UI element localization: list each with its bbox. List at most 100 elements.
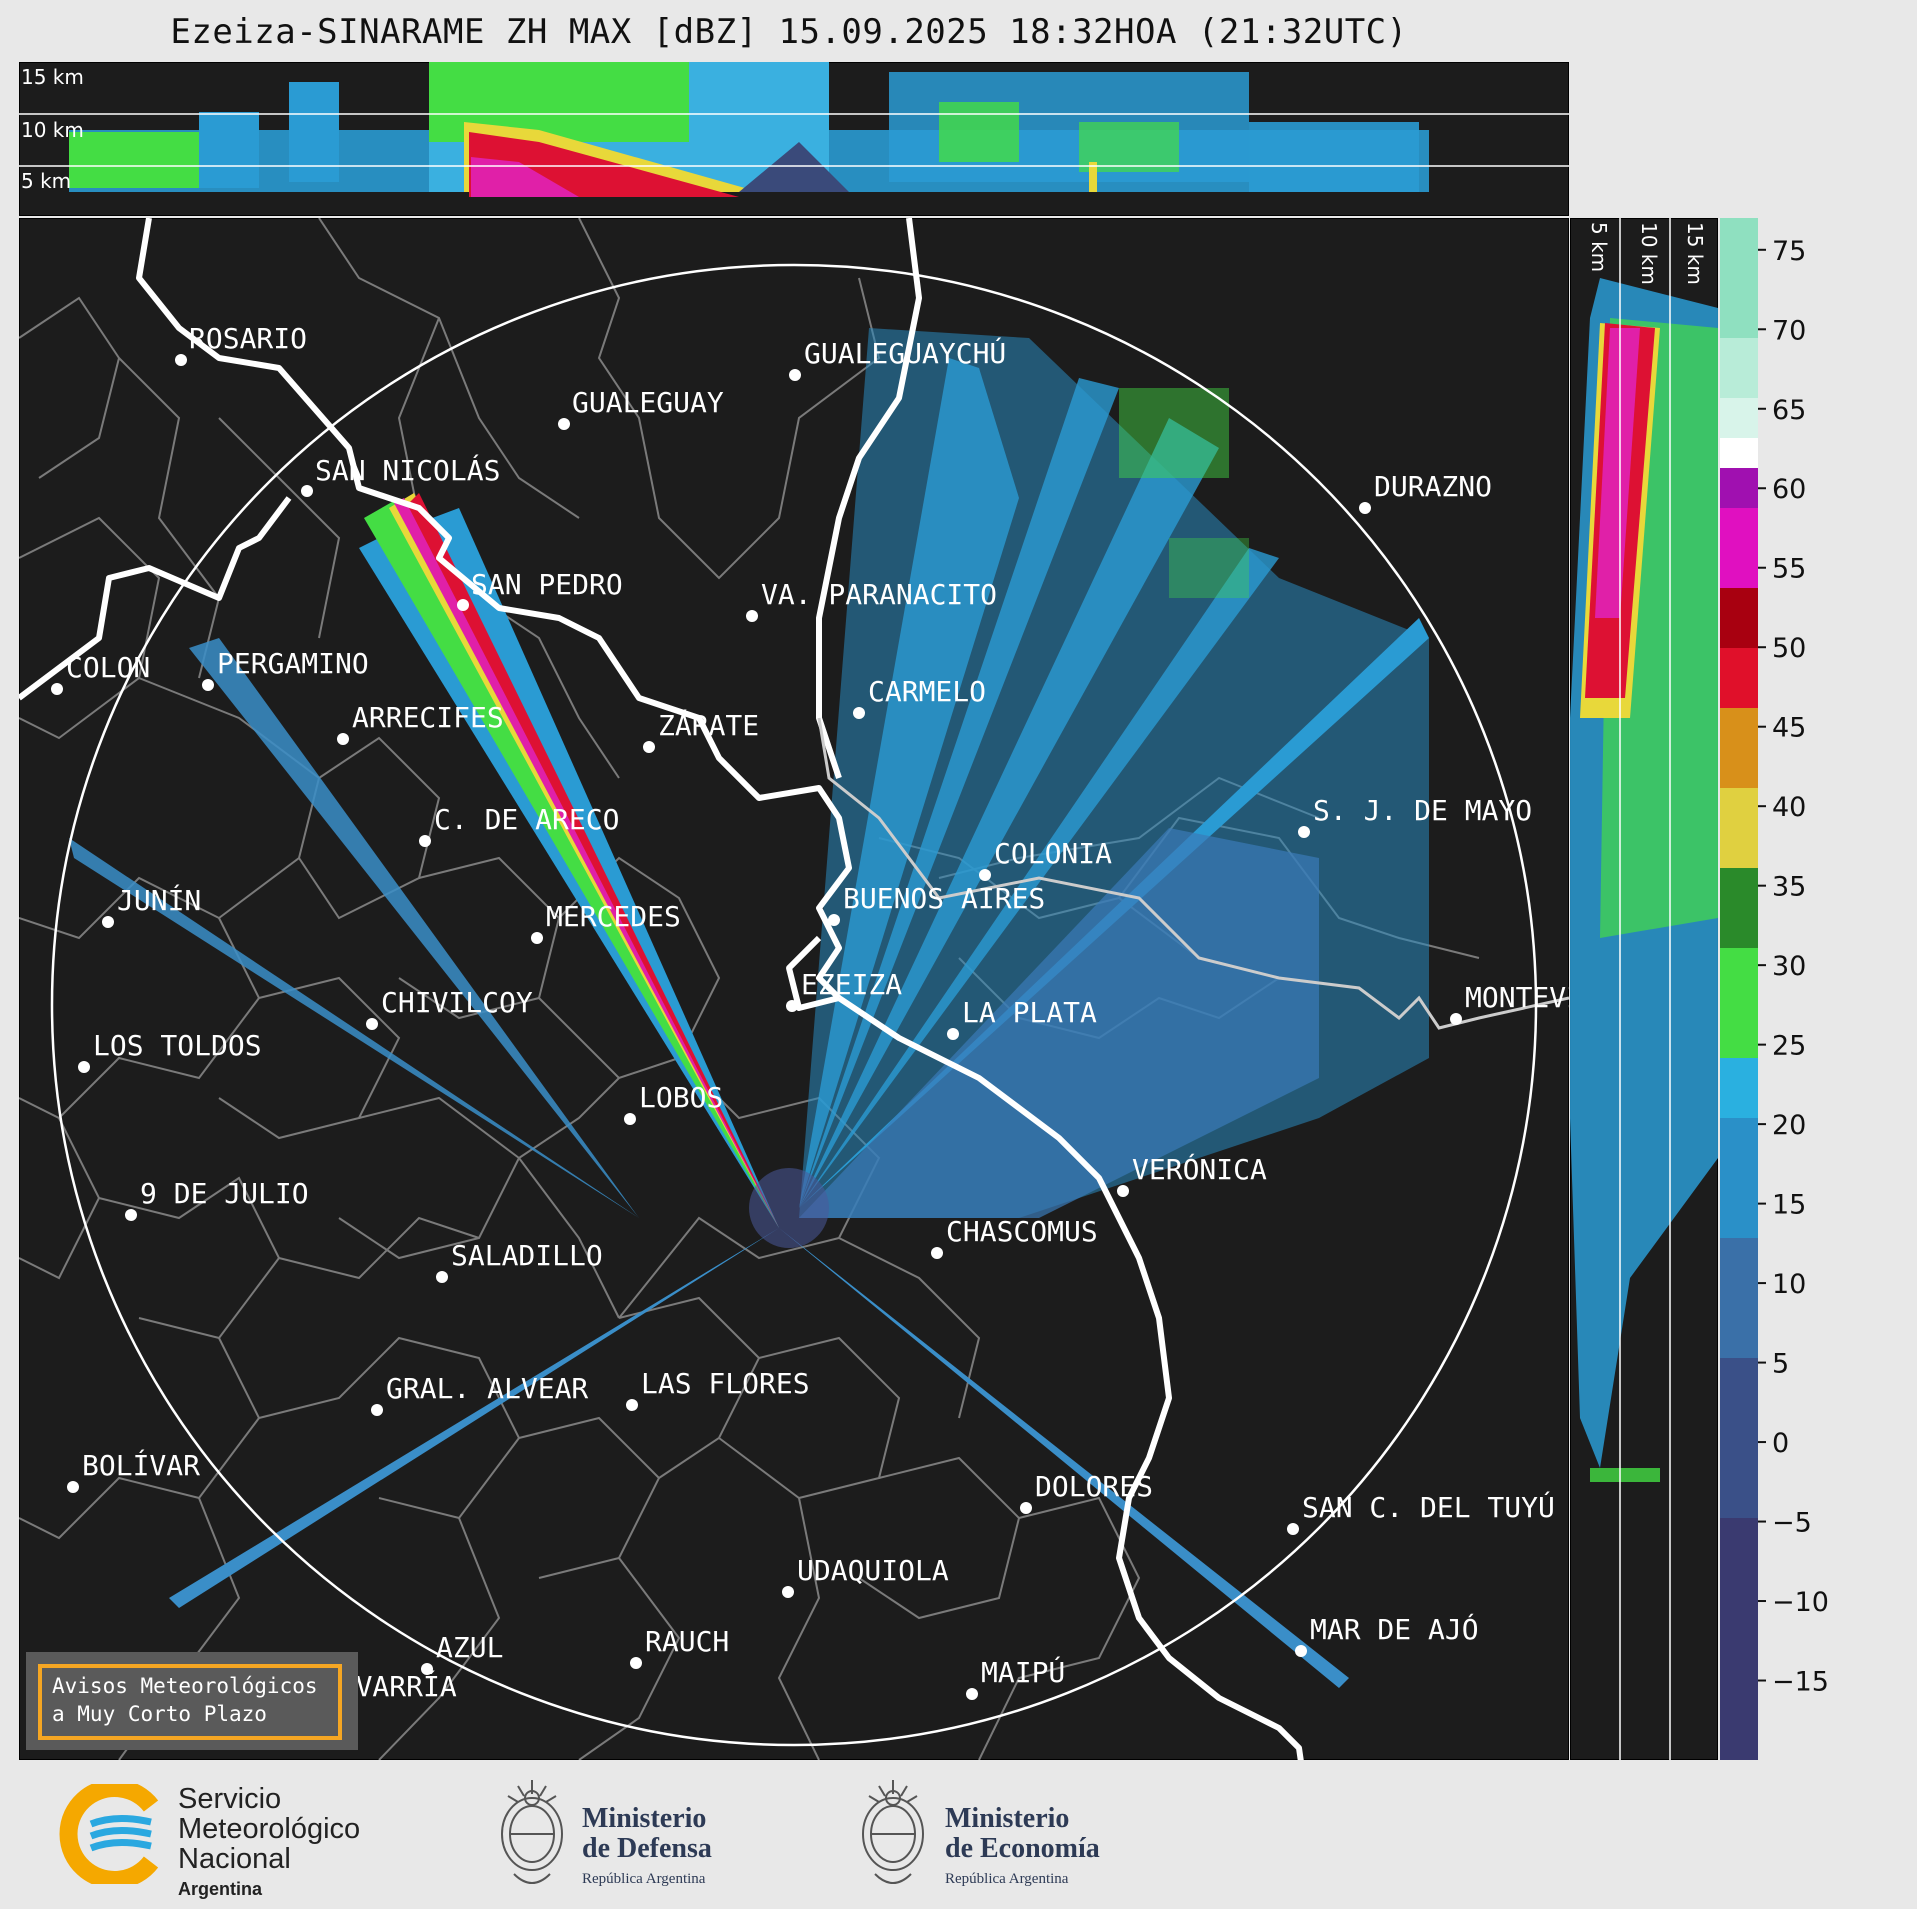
- city-label-arrecifes: ARRECIFES: [352, 701, 504, 734]
- city-label-san-c-del-tuyu: SAN C. DEL TUYÚ: [1302, 1490, 1555, 1524]
- city-label-montevideo: MONTEVIDEO: [1465, 981, 1569, 1014]
- city-dot: [789, 369, 801, 381]
- city-dot: [931, 1247, 943, 1259]
- city-label-rauch: RAUCH: [645, 1625, 729, 1658]
- city-dot: [78, 1061, 90, 1073]
- city-dot: [175, 354, 187, 366]
- city-label-carmelo: CARMELO: [868, 675, 986, 708]
- smn-line-2: Meteorológico: [178, 1813, 361, 1845]
- city-label-bolivar: BOLÍVAR: [82, 1448, 200, 1482]
- city-dot: [782, 1586, 794, 1598]
- warning-box[interactable]: Avisos Meteorológicos a Muy Corto Plazo: [26, 1652, 358, 1750]
- city-label-s-j-de-mayo: S. J. DE MAYO: [1313, 794, 1532, 827]
- uruguay-coast: [817, 717, 1569, 1030]
- city-markers: ROSARIO GUALEGUAYCHÚ GUALEGUAY SAN NICOL…: [51, 322, 1569, 1715]
- colorbar-tick-label: 20: [1772, 1110, 1806, 1141]
- colorbar-tick-label: −5: [1772, 1508, 1812, 1539]
- footer: Servicio Meteorológico Nacional Argentin…: [0, 1762, 1917, 1909]
- city-label-saladillo: SALADILLO: [451, 1239, 603, 1272]
- city-label-zarate: ZÁRATE: [658, 708, 759, 742]
- city-label-ezeiza: EZEIZA: [801, 968, 902, 1001]
- warning-line-2: a Muy Corto Plazo: [52, 1702, 267, 1726]
- city-label-va-paranacito: VA. PARANACITO: [761, 578, 997, 611]
- city-label-la-plata: LA PLATA: [962, 996, 1097, 1029]
- city-label-pergamino: PERGAMINO: [217, 647, 369, 680]
- city-dot: [558, 418, 570, 430]
- city-dot: [746, 610, 758, 622]
- colorbar-svg: [1719, 217, 1759, 1761]
- city-label-azul: AZUL: [436, 1631, 503, 1664]
- city-dot: [1020, 1502, 1032, 1514]
- colorbar-tick-label: 5: [1772, 1349, 1789, 1380]
- city-dot: [1359, 502, 1371, 514]
- city-dot: [626, 1399, 638, 1411]
- colorbar-tick-label: 75: [1772, 236, 1806, 267]
- colorbar-tick-label: 65: [1772, 395, 1806, 426]
- city-label-9-de-julio: 9 DE JULIO: [140, 1177, 309, 1210]
- colorbar-ticks: 75 70 65 60 55 50 45 40 35 30 25 20 15 10 5 0 −5 −10 −15: [1758, 218, 1878, 1760]
- smn-line-3: Nacional: [178, 1843, 291, 1875]
- defensa-line-3: República Argentina: [582, 1871, 706, 1887]
- city-label-las-flores: LAS FLORES: [641, 1367, 810, 1400]
- colorbar-tick-label: −15: [1772, 1667, 1829, 1698]
- city-label-colon: COLON: [66, 651, 150, 684]
- side-alt-label-5: 5 km: [1587, 222, 1611, 272]
- defensa-text-block: Ministerio de Defensa República Argentin…: [582, 1804, 712, 1894]
- economia-line-2: de Economía: [945, 1833, 1100, 1864]
- radar-map-svg[interactable]: ROSARIO GUALEGUAYCHÚ GUALEGUAY SAN NICOL…: [18, 217, 1570, 1761]
- city-dot: [624, 1113, 636, 1125]
- colorbar-tick-label: 55: [1772, 554, 1806, 585]
- city-dot: [419, 835, 431, 847]
- economia-text-block: Ministerio de Economía República Argenti…: [945, 1804, 1100, 1894]
- colorbar-tick-label: 60: [1772, 474, 1806, 505]
- city-label-durazno: DURAZNO: [1374, 470, 1492, 503]
- top-cross-section-panel: 15 km 10 km 5 km: [18, 61, 1570, 217]
- top-alt-label-5: 5 km: [21, 169, 71, 193]
- top-cross-section-svg: 15 km 10 km 5 km: [18, 61, 1570, 217]
- city-dot: [966, 1688, 978, 1700]
- city-dot: [947, 1028, 959, 1040]
- smn-logo: [56, 1779, 166, 1889]
- city-label-san-pedro: SAN PEDRO: [471, 568, 623, 601]
- colorbar-tick-label: 50: [1772, 633, 1806, 664]
- city-dot: [301, 485, 313, 497]
- side-cross-section-svg: 5 km 10 km 15 km: [1569, 217, 1719, 1761]
- city-dot: [202, 679, 214, 691]
- city-label-chascomus: CHASCOMUS: [946, 1215, 1098, 1248]
- range-ring: [50, 263, 1538, 1747]
- colorbar-tick-label: 30: [1772, 951, 1806, 982]
- chart-title: Ezeiza-SINARAME ZH MAX [dBZ] 15.09.2025 …: [170, 12, 1408, 52]
- city-dot: [67, 1481, 79, 1493]
- city-dot: [786, 1000, 798, 1012]
- city-label-mar-de-ajo: MAR DE AJÓ: [1310, 1612, 1479, 1646]
- side-cross-section-panel: 5 km 10 km 15 km: [1569, 217, 1719, 1761]
- city-label-mercedes: MERCEDES: [546, 900, 681, 933]
- warning-line-1: Avisos Meteorológicos: [52, 1674, 318, 1698]
- city-dot: [102, 916, 114, 928]
- city-label-udaquiola: UDAQUIOLA: [797, 1554, 949, 1587]
- smn-line-4: Argentina: [178, 1879, 263, 1899]
- colorbar-tick-label: 10: [1772, 1269, 1806, 1300]
- city-dot: [337, 733, 349, 745]
- city-label-buenos-aires: BUENOS AIRES: [843, 882, 1045, 915]
- city-label-junin: JUNÍN: [117, 883, 201, 917]
- top-alt-label-15: 15 km: [21, 65, 84, 89]
- city-label-san-nicolas: SAN NICOLÁS: [315, 453, 500, 487]
- city-dot: [436, 1271, 448, 1283]
- city-label-chivilcoy: CHIVILCOY: [381, 986, 533, 1019]
- defensa-line-2: de Defensa: [582, 1833, 712, 1864]
- defensa-line-1: Ministerio: [582, 1803, 707, 1834]
- smn-line-1: Servicio: [178, 1783, 282, 1815]
- city-dot: [1298, 826, 1310, 838]
- city-label-c-de-areco: C. DE ARECO: [434, 803, 619, 836]
- smn-text-block: Servicio Meteorológico Nacional Argentin…: [178, 1784, 360, 1904]
- city-label-lobos: LOBOS: [639, 1081, 723, 1114]
- city-dot: [853, 707, 865, 719]
- warning-box-frame[interactable]: Avisos Meteorológicos a Muy Corto Plazo: [38, 1664, 342, 1740]
- economia-seal-icon: [855, 1774, 931, 1902]
- city-dot: [371, 1404, 383, 1416]
- radar-map-panel[interactable]: ROSARIO GUALEGUAYCHÚ GUALEGUAY SAN NICOL…: [18, 217, 1570, 1761]
- colorbar-tick-label: 0: [1772, 1428, 1789, 1459]
